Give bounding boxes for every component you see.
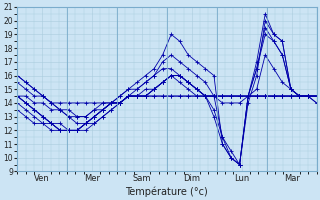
X-axis label: Température (°c): Température (°c)	[125, 186, 208, 197]
